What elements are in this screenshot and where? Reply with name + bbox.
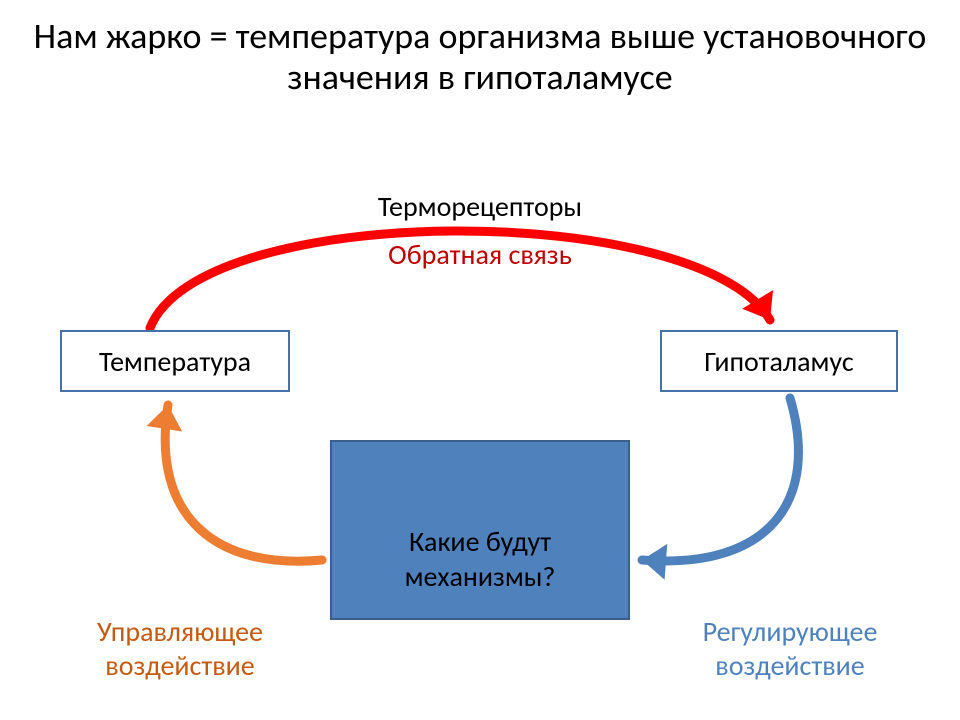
label-controlling-text: Управляющее воздействие [97,614,263,683]
page-title: Нам жарко = температура организма выше у… [0,16,960,99]
node-hypothalamus-label: Гипоталамус [704,344,853,379]
node-temperature-label: Температура [99,344,251,379]
label-thermoreceptors-text: Терморецепторы [378,189,582,224]
page-title-text: Нам жарко = температура организма выше у… [34,14,927,99]
label-regulating-text: Регулирующее воздействие [703,614,878,683]
label-controlling: Управляющее воздействие [50,615,310,682]
node-mechanisms-label: Какие будут механизмы? [332,524,628,594]
label-feedback: Обратная связь [360,238,600,272]
node-hypothalamus: Гипоталамус [660,330,898,392]
label-feedback-text: Обратная связь [388,237,572,272]
label-thermoreceptors: Терморецепторы [350,190,610,224]
node-mechanisms: Какие будут механизмы? [330,440,630,620]
node-temperature: Температура [60,330,290,392]
arrow-regulating [642,398,798,580]
diagram-stage: Нам жарко = температура организма выше у… [0,0,960,720]
label-regulating: Регулирующее воздействие [650,615,930,682]
arrow-controlling [147,405,322,561]
